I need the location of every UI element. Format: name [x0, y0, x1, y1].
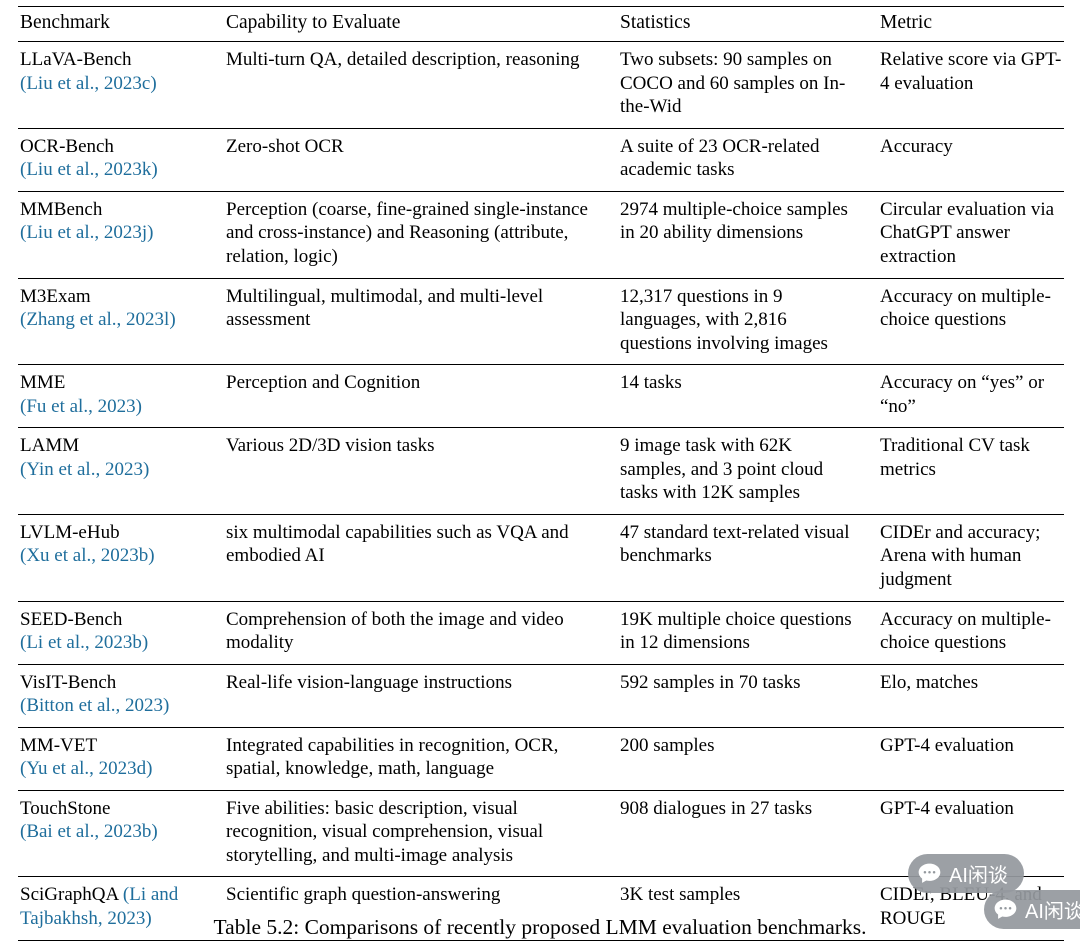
metric-cell: GPT-4 evaluation [880, 797, 1014, 819]
capability-cell: Integrated capabilities in recognition, … [226, 734, 559, 780]
citation-link[interactable]: (Li et al., 2023b) [20, 632, 149, 654]
col-header-capability: Capability to Evaluate [226, 12, 401, 33]
capability-cell: Real-life vision-language instructions [226, 671, 512, 693]
table-caption: Table 5.2: Comparisons of recently propo… [213, 915, 867, 939]
benchmark-name: LLaVA-Bench [20, 49, 132, 71]
capability-cell: six multimodal capabilities such as VQA … [226, 521, 569, 567]
capability-cell: Multilingual, multimodal, and multi-leve… [226, 285, 544, 331]
benchmark-cell: M3Exam (Zhang et al., 2023l) [18, 278, 224, 365]
capability-cell: Comprehension of both the image and vide… [226, 608, 564, 654]
statistics-cell: 2974 multiple-choice samples in 20 abili… [620, 198, 848, 244]
benchmark-comparison-table: Benchmark Capability to Evaluate Statist… [18, 6, 1064, 941]
citation-link[interactable]: (Li and Tajbakhsh, 2023) [20, 884, 179, 930]
benchmark-name: MM-VET [20, 734, 98, 756]
metric-cell: Relative score via GPT-4 evaluation [880, 49, 1062, 94]
col-header-statistics: Statistics [620, 12, 691, 33]
metric-cell: Accuracy on multiple-choice questions [880, 285, 1051, 331]
watermark-badge: AI闲谈 [984, 890, 1080, 929]
table-row: LVLM-eHub (Xu et al., 2023b) six multimo… [18, 514, 1064, 601]
benchmark-name: MME [20, 372, 66, 394]
col-header-benchmark: Benchmark [20, 12, 110, 33]
table-row: MMBench (Liu et al., 2023j) Perception (… [18, 191, 1064, 278]
capability-cell: Five abilities: basic description, visua… [226, 797, 544, 866]
statistics-cell: 3K test samples [618, 876, 878, 941]
table-row: OCR-Bench (Liu et al., 2023k) Zero-shot … [18, 128, 1064, 191]
metric-cell: Elo, matches [880, 671, 979, 693]
benchmark-name: OCR-Bench [20, 135, 114, 157]
table-row: M3Exam (Zhang et al., 2023l) Multilingua… [18, 278, 1064, 365]
capability-cell: Perception and Cognition [226, 372, 421, 394]
benchmark-cell: SEED-Bench (Li et al., 2023b) [18, 601, 224, 664]
capability-cell: Scientific graph question-answering [224, 876, 618, 941]
table-row: MM-VET (Yu et al., 2023d) Integrated cap… [18, 727, 1064, 790]
citation-link[interactable]: (Fu et al., 2023) [20, 395, 142, 417]
benchmark-name: SciGraphQA [20, 884, 119, 906]
table-row: VisIT-Bench (Bitton et al., 2023) Real-l… [18, 664, 1064, 727]
benchmark-table-wrap: Benchmark Capability to Evaluate Statist… [18, 6, 1064, 941]
statistics-cell: 200 samples [620, 734, 715, 756]
benchmark-cell: LAMM (Yin et al., 2023) [18, 428, 224, 515]
capability-cell: Perception (coarse, fine-grained single-… [226, 198, 588, 267]
benchmark-cell: SciGraphQA (Li and Tajbakhsh, 2023) [18, 876, 224, 941]
benchmark-cell: TouchStone (Bai et al., 2023b) [18, 790, 224, 877]
benchmark-name: MMBench [20, 198, 103, 220]
watermark-label: AI闲谈 [949, 865, 1008, 887]
table-row: SEED-Bench (Li et al., 2023b) Comprehens… [18, 601, 1064, 664]
metric-cell: Accuracy on “yes” or “no” [880, 372, 1045, 417]
benchmark-cell: LLaVA-Bench (Liu et al., 2023c) [18, 42, 224, 129]
metric-cell: GPT-4 evaluation [880, 734, 1014, 756]
citation-link[interactable]: (Yu et al., 2023d) [20, 758, 153, 780]
benchmark-cell: LVLM-eHub (Xu et al., 2023b) [18, 514, 224, 601]
benchmark-name: LAMM [20, 435, 80, 457]
benchmark-name: SEED-Bench [20, 608, 123, 630]
statistics-cell: A suite of 23 OCR-related academic tasks [620, 135, 820, 181]
statistics-cell: 908 dialogues in 27 tasks [620, 797, 813, 819]
table-row: TouchStone (Bai et al., 2023b) Five abil… [18, 790, 1064, 877]
benchmark-name: LVLM-eHub [20, 521, 120, 543]
table-row: MME (Fu et al., 2023) Perception and Cog… [18, 364, 1064, 428]
citation-link[interactable]: (Bai et al., 2023b) [20, 821, 158, 843]
benchmark-cell: OCR-Bench (Liu et al., 2023k) [18, 128, 224, 191]
table-row: LLaVA-Bench (Liu et al., 2023c) Multi-tu… [18, 41, 1064, 129]
metric-cell: Traditional CV task metrics [880, 435, 1030, 480]
citation-link[interactable]: (Yin et al., 2023) [20, 458, 150, 480]
benchmark-name: TouchStone [20, 797, 111, 819]
benchmark-name: VisIT-Bench [20, 671, 117, 693]
statistics-cell: 19K multiple choice questions in 12 dime… [620, 608, 852, 654]
metric-cell: Accuracy [880, 135, 953, 157]
citation-link[interactable]: (Xu et al., 2023b) [20, 545, 155, 567]
citation-link[interactable]: (Liu et al., 2023c) [20, 72, 157, 94]
capability-cell: Multi-turn QA, detailed description, rea… [226, 49, 580, 71]
watermark-badge: AI闲谈 [908, 854, 1024, 893]
header-row: Benchmark Capability to Evaluate Statist… [18, 6, 1064, 42]
statistics-cell: 9 image task with 62K samples, and 3 poi… [620, 435, 824, 504]
metric-cell: CIDEr and accuracy; Arena with human jud… [880, 521, 1041, 591]
benchmark-cell: MM-VET (Yu et al., 2023d) [18, 727, 224, 790]
benchmark-cell: VisIT-Bench (Bitton et al., 2023) [18, 664, 224, 727]
chat-bubble-icon [993, 897, 1018, 922]
statistics-cell: 47 standard text-related visual benchmar… [620, 521, 850, 567]
benchmark-name: M3Exam [20, 285, 91, 307]
metric-cell: Circular evaluation via ChatGPT answer e… [880, 198, 1055, 267]
statistics-cell: 12,317 questions in 9 languages, with 2,… [620, 285, 828, 354]
capability-cell: Various 2D/3D vision tasks [226, 435, 435, 457]
benchmark-cell: MME (Fu et al., 2023) [18, 365, 224, 428]
col-header-metric: Metric [880, 12, 932, 33]
chat-bubble-icon [917, 861, 942, 886]
metric-cell: Accuracy on multiple-choice questions [880, 608, 1051, 654]
statistics-cell: Two subsets: 90 samples on COCO and 60 s… [620, 49, 846, 118]
statistics-cell: 592 samples in 70 tasks [620, 671, 801, 693]
capability-cell: Zero-shot OCR [226, 135, 344, 157]
benchmark-cell: MMBench (Liu et al., 2023j) [18, 191, 224, 278]
citation-link[interactable]: (Zhang et al., 2023l) [20, 309, 176, 331]
statistics-cell: 14 tasks [620, 372, 682, 394]
table-row: LAMM (Yin et al., 2023) Various 2D/3D vi… [18, 427, 1064, 515]
citation-link[interactable]: (Liu et al., 2023j) [20, 222, 154, 244]
citation-link[interactable]: (Liu et al., 2023k) [20, 159, 158, 181]
watermark-label: AI闲谈 [1025, 901, 1080, 923]
citation-link[interactable]: (Bitton et al., 2023) [20, 695, 170, 717]
